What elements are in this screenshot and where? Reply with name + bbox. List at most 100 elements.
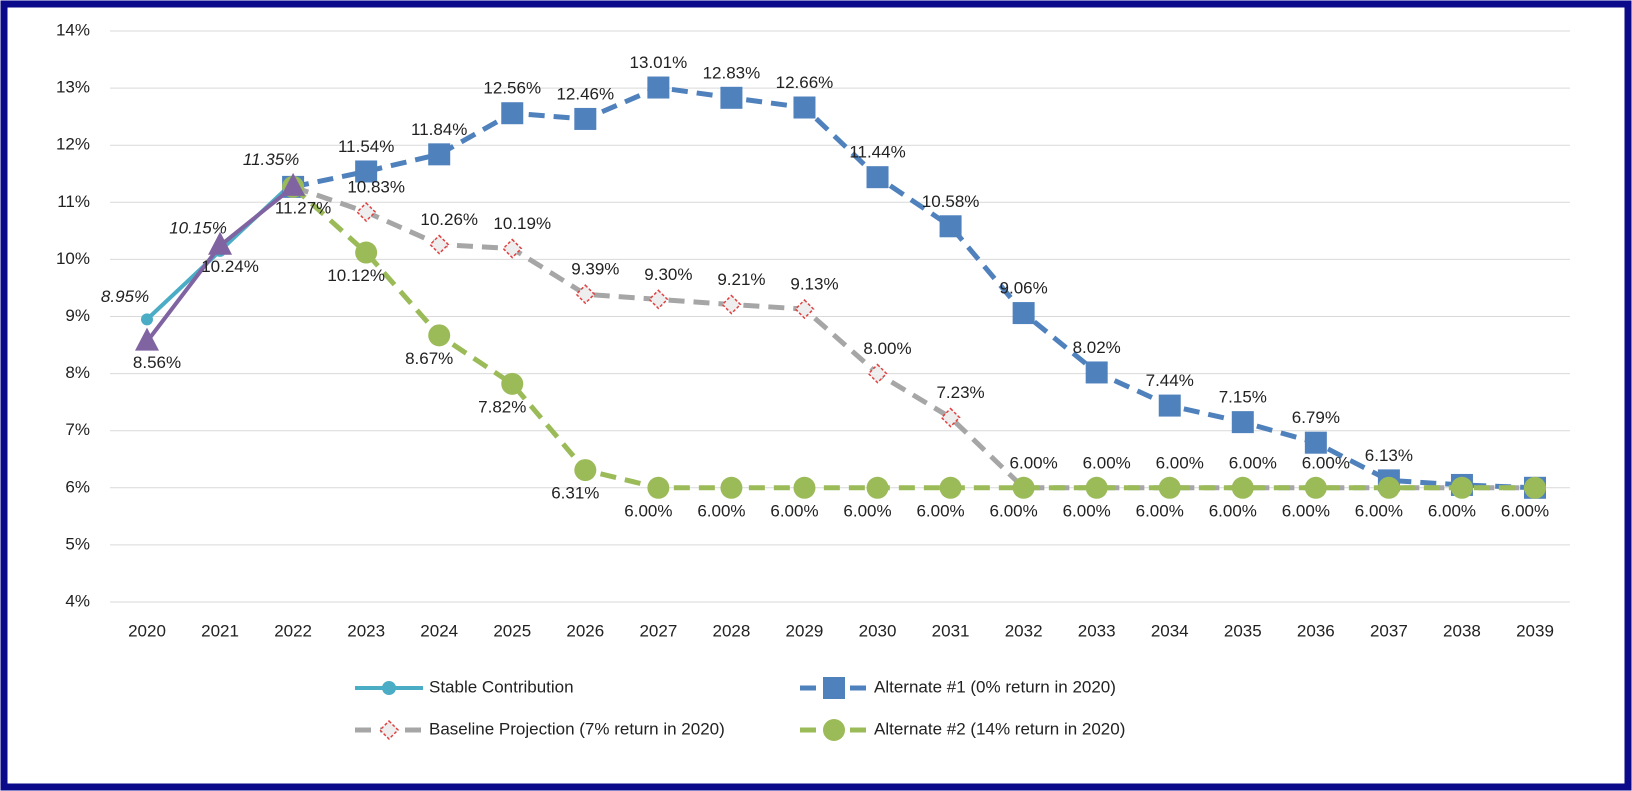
data-label: 6.00% <box>770 501 818 520</box>
point-marker <box>793 476 816 499</box>
data-label: 6.00% <box>1282 501 1330 520</box>
data-label: 12.66% <box>776 73 834 92</box>
point-marker <box>940 407 961 428</box>
x-tick-label: 2037 <box>1370 621 1408 640</box>
point-marker <box>208 231 233 255</box>
point-marker <box>648 289 669 310</box>
point-marker <box>867 363 888 384</box>
data-label: 6.00% <box>624 501 672 520</box>
x-tick-label: 2022 <box>274 621 312 640</box>
x-tick-label: 2036 <box>1297 621 1335 640</box>
data-label: 10.19% <box>493 214 551 233</box>
data-label: 6.00% <box>1010 453 1058 472</box>
point-marker <box>428 143 451 166</box>
y-tick-label: 14% <box>56 20 90 39</box>
data-label: 12.46% <box>556 84 614 103</box>
series-line <box>292 84 1536 491</box>
data-label: 8.67% <box>405 349 453 368</box>
data-label: 8.02% <box>1073 338 1121 357</box>
data-label: 9.13% <box>790 275 838 294</box>
point-marker <box>1377 476 1400 499</box>
point-marker <box>793 96 816 119</box>
y-tick-label: 13% <box>56 78 90 97</box>
data-label: 6.00% <box>1428 501 1476 520</box>
y-tick-label: 7% <box>65 420 90 439</box>
data-label: 9.30% <box>644 265 692 284</box>
legend-marker <box>378 719 400 741</box>
point-marker <box>502 238 523 259</box>
legend-marker <box>823 677 845 699</box>
point-marker <box>1085 476 1108 499</box>
data-label: 7.82% <box>478 397 526 416</box>
point-marker <box>1304 431 1327 454</box>
data-label: 11.44% <box>849 143 905 162</box>
point-marker <box>1524 476 1546 499</box>
data-label: 7.23% <box>936 383 984 402</box>
point-marker <box>647 76 670 99</box>
legend-label: Alternate #1 (0% return in 2020) <box>874 677 1116 696</box>
data-label: 6.00% <box>1229 453 1277 472</box>
legend-marker <box>382 681 396 695</box>
data-label: 6.00% <box>697 501 745 520</box>
x-tick-label: 2035 <box>1224 621 1262 640</box>
data-label: 6.00% <box>1136 501 1184 520</box>
data-label: 9.21% <box>717 270 765 289</box>
data-label: 6.00% <box>1302 453 1350 472</box>
point-marker <box>866 476 889 499</box>
point-marker <box>428 324 451 347</box>
data-label: 10.15% <box>169 218 227 237</box>
data-label: 6.00% <box>1156 453 1204 472</box>
y-tick-label: 12% <box>56 135 90 154</box>
legend-label: Stable Contribution <box>429 677 574 696</box>
x-tick-label: 2020 <box>128 621 166 640</box>
series-line <box>292 184 1535 491</box>
y-tick-label: 9% <box>65 306 90 325</box>
x-tick-label: 2029 <box>786 621 824 640</box>
data-label: 12.56% <box>483 79 541 98</box>
y-tick-label: 5% <box>65 534 90 553</box>
y-tick-label: 11% <box>57 192 90 211</box>
point-marker <box>721 294 742 315</box>
point-marker <box>939 476 962 499</box>
point-marker <box>281 172 306 196</box>
point-marker <box>1450 476 1473 499</box>
point-marker <box>647 476 670 499</box>
y-tick-label: 4% <box>65 591 90 610</box>
x-tick-label: 2031 <box>932 621 970 640</box>
point-marker <box>1158 476 1181 499</box>
data-label: 7.15% <box>1219 388 1267 407</box>
x-tick-label: 2028 <box>713 621 751 640</box>
point-marker <box>355 241 378 264</box>
point-marker <box>866 166 889 189</box>
x-tick-label: 2033 <box>1078 621 1116 640</box>
data-label: 6.00% <box>843 501 891 520</box>
legend-label: Baseline Projection (7% return in 2020) <box>429 719 725 738</box>
data-label: 9.39% <box>571 260 619 279</box>
point-marker <box>135 327 159 351</box>
data-label: 11.54% <box>338 137 394 156</box>
point-marker <box>574 107 597 130</box>
data-label: 10.83% <box>347 177 405 196</box>
y-tick-label: 6% <box>65 477 90 496</box>
x-tick-label: 2034 <box>1151 621 1189 640</box>
data-label: 11.27% <box>275 198 331 217</box>
data-label: 10.58% <box>922 192 980 211</box>
x-tick-label: 2038 <box>1443 621 1481 640</box>
data-label: 11.84% <box>411 120 467 139</box>
point-marker <box>1012 302 1035 325</box>
data-label: 7.44% <box>1146 371 1194 390</box>
data-label: 6.13% <box>1365 446 1413 465</box>
data-label: 6.00% <box>1083 453 1131 472</box>
point-marker <box>1085 361 1108 384</box>
data-label: 12.83% <box>703 63 761 82</box>
data-label: 11.35% <box>243 150 299 169</box>
data-label: 8.56% <box>133 353 181 372</box>
y-tick-label: 10% <box>56 249 90 268</box>
point-marker <box>794 299 815 320</box>
point-marker <box>575 284 596 305</box>
series-line <box>291 185 1535 491</box>
point-marker <box>1158 394 1181 417</box>
data-label: 6.00% <box>916 501 964 520</box>
point-marker <box>429 234 450 255</box>
